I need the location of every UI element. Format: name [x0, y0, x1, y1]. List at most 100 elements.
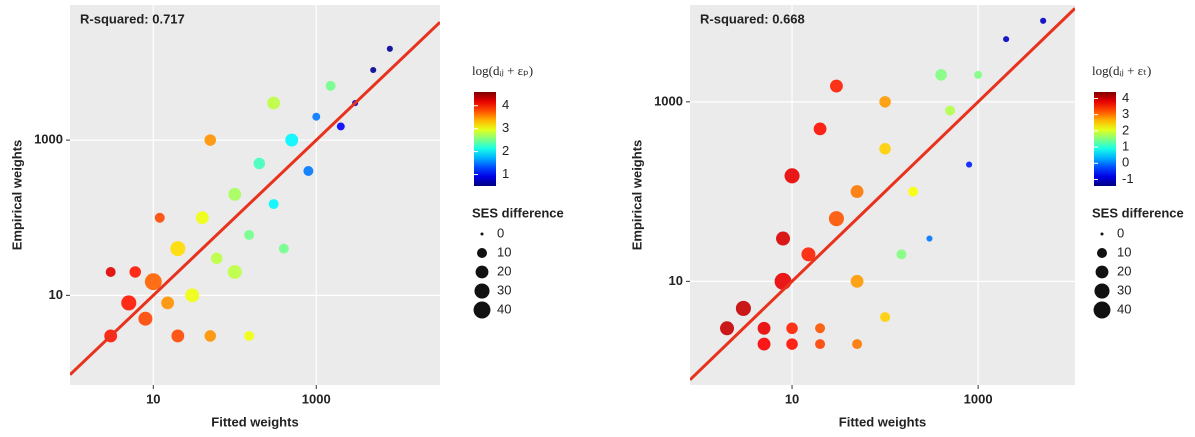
point: [1040, 17, 1047, 24]
point: [935, 69, 947, 81]
point: [325, 80, 336, 91]
colorbar-tick-label: 4: [502, 97, 509, 112]
x-axis-label: Fitted weights: [839, 414, 926, 429]
point: [210, 252, 223, 265]
point: [278, 243, 289, 254]
point: [303, 166, 314, 176]
point: [244, 330, 255, 341]
y-axis-label: Empirical weights: [9, 140, 24, 251]
annotation: R-squared: 0.668: [700, 11, 805, 26]
colorbar-title: log(dᵢⱼ + εₚ): [472, 63, 533, 78]
fit-line: [70, 21, 440, 376]
point: [852, 339, 863, 350]
colorbar-title: log(dᵢⱼ + εₜ): [1092, 63, 1151, 78]
point: [268, 199, 279, 210]
x-tick-label: 1000: [964, 391, 993, 406]
point: [195, 211, 209, 225]
size-legend-key: [477, 248, 487, 258]
point: [974, 70, 983, 79]
size-legend-key: [1093, 301, 1111, 319]
point: [908, 186, 919, 197]
point: [121, 295, 137, 311]
point: [757, 321, 771, 335]
size-legend-label: 30: [497, 282, 511, 297]
point: [336, 122, 345, 131]
y-tick-label: 1000: [654, 93, 683, 108]
point: [801, 247, 816, 262]
annotation: R-squared: 0.717: [80, 11, 185, 26]
x-tick-label: 10: [146, 391, 160, 406]
point: [815, 339, 826, 350]
size-legend-key: [475, 265, 489, 279]
point: [815, 323, 826, 334]
colorbar-tick-label: 2: [1122, 122, 1129, 137]
points: [104, 45, 393, 343]
size-legend-label: 30: [1117, 282, 1131, 297]
point: [227, 264, 242, 279]
size-legend-key: [474, 283, 490, 299]
y-axis-label: Empirical weights: [629, 140, 644, 251]
plot-background: [70, 5, 440, 385]
point: [285, 133, 299, 147]
size-legend-label: 0: [497, 225, 504, 240]
point: [879, 96, 891, 108]
point: [312, 112, 321, 121]
point: [204, 330, 217, 342]
point: [830, 79, 843, 93]
point: [786, 322, 798, 335]
point: [105, 267, 116, 277]
point: [170, 241, 186, 257]
point: [253, 157, 266, 170]
point: [370, 66, 377, 74]
size-legend-key: [480, 232, 484, 236]
colorbar-tick-label: 3: [502, 120, 509, 135]
point: [966, 161, 973, 168]
size-legend-label: 40: [1117, 301, 1131, 316]
point: [776, 231, 791, 246]
point: [735, 300, 751, 316]
point: [850, 185, 864, 199]
point: [757, 337, 771, 351]
size-legend-label: 40: [497, 301, 511, 316]
point: [161, 296, 175, 310]
colorbar-tick-label: -1: [1122, 171, 1134, 186]
colorbar-tick-label: 4: [1122, 90, 1129, 105]
y-tick-label: 1000: [34, 132, 63, 147]
colorbar-tick-label: 2: [502, 143, 509, 158]
point: [138, 311, 153, 326]
colorbar-tick-label: 0: [1122, 155, 1129, 170]
x-axis-label: Fitted weights: [211, 414, 298, 429]
points: [720, 17, 1047, 351]
colorbar-tick-label: 1: [1122, 139, 1129, 154]
size-legend-title: SES difference: [1092, 205, 1184, 220]
point: [896, 249, 907, 260]
point: [926, 235, 933, 242]
point: [774, 272, 792, 290]
size-legend-key: [1094, 283, 1110, 299]
colorbar: [474, 92, 496, 186]
size-legend-label: 0: [1117, 225, 1124, 240]
point: [784, 168, 800, 184]
y-tick-label: 10: [669, 273, 683, 288]
point: [267, 96, 281, 110]
size-legend-key: [1100, 232, 1104, 236]
size-legend-title: SES difference: [472, 205, 564, 220]
point: [228, 187, 242, 201]
point: [244, 229, 255, 240]
point: [1003, 36, 1010, 43]
size-legend-label: 10: [497, 244, 511, 259]
point: [813, 122, 827, 136]
point: [154, 212, 165, 223]
point: [171, 329, 185, 343]
y-tick-label: 10: [49, 287, 63, 302]
point: [828, 211, 844, 227]
point: [850, 274, 864, 288]
colorbar-tick-label: 3: [1122, 106, 1129, 121]
point: [144, 273, 162, 291]
point: [204, 134, 217, 146]
point: [129, 266, 141, 278]
point: [945, 105, 956, 116]
colorbar-tick-label: 1: [502, 166, 509, 181]
x-tick-label: 10: [785, 391, 799, 406]
